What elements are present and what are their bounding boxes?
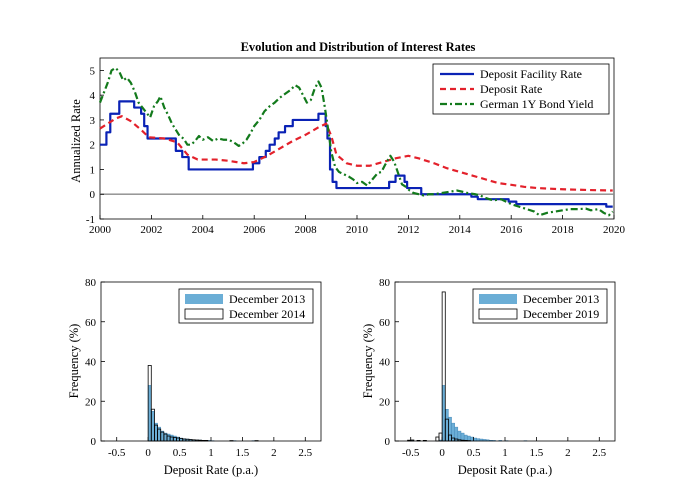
hist-left-bar-december-2013 <box>151 410 155 442</box>
series-line-german-1y-bond-yield <box>98 66 614 217</box>
hist-right-legend: December 2013 December 2019 <box>472 288 608 324</box>
legend-label-german-bond: German 1Y Bond Yield <box>480 97 593 111</box>
line-chart-panel: Evolution and Distribution of Interest R… <box>69 40 626 236</box>
hist-right-bar-december-2013 <box>441 385 446 442</box>
hist-right-ytick-label: 20 <box>379 396 391 408</box>
hist-left-ticks: -0.5 0 0.5 1 1.5 2 2.5 0 20 40 60 80 <box>85 277 313 459</box>
hist-left-xlabel: Deposit Rate (p.a.) <box>164 463 258 477</box>
hist-left-ytick-label: 40 <box>85 357 97 369</box>
hist-right-xtick-label: 0 <box>439 447 445 459</box>
legend-label-deposit-rate: Deposit Rate <box>480 82 542 96</box>
legend-swatch-dec-2019 <box>478 308 518 320</box>
legend-swatch-dec-2013-left <box>185 294 223 304</box>
legend-label-deposit-facility-rate: Deposit Facility Rate <box>480 67 582 81</box>
legend-label-dec-2019: December 2019 <box>523 307 599 321</box>
hist-left-xtick-label: 1.5 <box>236 447 250 459</box>
line-ytick-label: 0 <box>90 189 96 201</box>
line-series-group <box>98 66 614 217</box>
line-xtick-label: 2020 <box>603 224 626 236</box>
hist-left-legend: December 2013 December 2014 <box>178 288 314 324</box>
hist-right-xlabel: Deposit Rate (p.a.) <box>458 463 552 477</box>
hist-left-xtick-label: 2 <box>271 447 277 459</box>
hist-left-bar-december-2013 <box>147 385 152 442</box>
legend-label-dec-2013-left: December 2013 <box>229 292 305 306</box>
hist-right-ytick-label: 0 <box>385 436 391 448</box>
line-xtick-label: 2012 <box>397 224 419 236</box>
line-xtick-label: 2018 <box>552 224 575 236</box>
hist-left-xtick-label: 1 <box>208 447 214 459</box>
hist-right-ytick-label: 60 <box>379 317 391 329</box>
hist-left-bars <box>147 365 259 442</box>
hist-right-ytick-label: 40 <box>379 357 391 369</box>
line-xtick-label: 2014 <box>449 224 472 236</box>
line-ytick-label: 3 <box>90 115 96 127</box>
legend-label-dec-2014: December 2014 <box>229 307 305 321</box>
hist-left-ytick-label: 0 <box>91 436 97 448</box>
hist-right-ticks: -0.5 0 0.5 1 1.5 2 2.5 0 20 40 60 80 <box>379 277 607 459</box>
hist-left-bar-december-2013 <box>176 436 180 442</box>
line-xtick-label: 2000 <box>89 224 112 236</box>
series-line-deposit-facility-rate <box>100 100 613 208</box>
line-xtick-label: 2008 <box>295 224 318 236</box>
hist-right-xtick-label: 1 <box>502 447 508 459</box>
hist-left-xtick-label: 0 <box>145 447 151 459</box>
hist-right-ylabel: Frequency (%) <box>361 324 375 399</box>
hist-left-bar-december-2013 <box>173 435 177 442</box>
hist-right-bar-december-2013 <box>473 437 477 442</box>
line-ytick-label: -1 <box>86 214 95 226</box>
hist-right-bar-december-2013 <box>445 409 449 442</box>
line-legend: Deposit Facility Rate Deposit Rate Germa… <box>432 63 610 115</box>
hist-left-xtick-label: 0.5 <box>173 447 187 459</box>
hist-left-bar-december-2013 <box>169 434 174 442</box>
legend-swatch-dec-2013-right <box>479 294 517 304</box>
hist-left-xtick-label: 2.5 <box>298 447 312 459</box>
line-xtick-label: 2006 <box>243 224 266 236</box>
series-line-deposit-rate <box>99 115 613 192</box>
hist-left-ytick-label: 60 <box>85 317 97 329</box>
hist-right-bar-december-2013 <box>470 436 474 442</box>
hist-right-xtick-label: 1.5 <box>530 447 544 459</box>
hist-right-ytick-label: 80 <box>379 277 391 289</box>
line-ytick-label: 4 <box>90 90 96 102</box>
chart-title: Evolution and Distribution of Interest R… <box>241 40 476 54</box>
line-xtick-label: 2004 <box>192 224 215 236</box>
line-ytick-label: 2 <box>90 140 96 152</box>
line-ticks: 2000 2002 2004 2006 2008 2010 2012 2014 2016 2018… <box>86 65 626 236</box>
hist-right-bar-december-2019 <box>435 436 440 442</box>
line-ytick-label: 1 <box>90 164 96 176</box>
line-ylabel: Annualized Rate <box>69 99 83 183</box>
line-xtick-label: 2010 <box>346 224 369 236</box>
line-xtick-label: 2002 <box>140 224 162 236</box>
legend-swatch-dec-2014 <box>184 308 224 320</box>
hist-left-bar-december-2013 <box>154 422 158 442</box>
line-ytick-label: 5 <box>90 65 96 77</box>
hist-right-xtick-label: 0.5 <box>467 447 481 459</box>
line-xtick-label: 2016 <box>500 224 523 236</box>
hist-right-bar-december-2019 <box>438 432 443 442</box>
hist-left-bar-december-2013 <box>160 430 165 442</box>
hist-left-xtick-label: -0.5 <box>108 447 126 459</box>
hist-left-ytick-label: 80 <box>85 277 97 289</box>
legend-label-dec-2013-right: December 2013 <box>523 292 599 306</box>
hist-right-xtick-label: 2 <box>565 447 571 459</box>
hist-right-bar-december-2013 <box>448 416 452 442</box>
hist-left-ytick-label: 20 <box>85 396 97 408</box>
histogram-left-panel: Frequency (%) Deposit Rate (p.a.) -0.5 0 0… <box>67 277 322 477</box>
hist-right-xtick-label: -0.5 <box>402 447 420 459</box>
hist-right-xtick-label: 2.5 <box>592 447 606 459</box>
hist-left-ylabel: Frequency (%) <box>67 324 81 399</box>
histogram-right-panel: Frequency (%) Deposit Rate (p.a.) -0.5 0 0… <box>361 277 616 477</box>
hist-left-bar-december-2013 <box>166 433 171 442</box>
